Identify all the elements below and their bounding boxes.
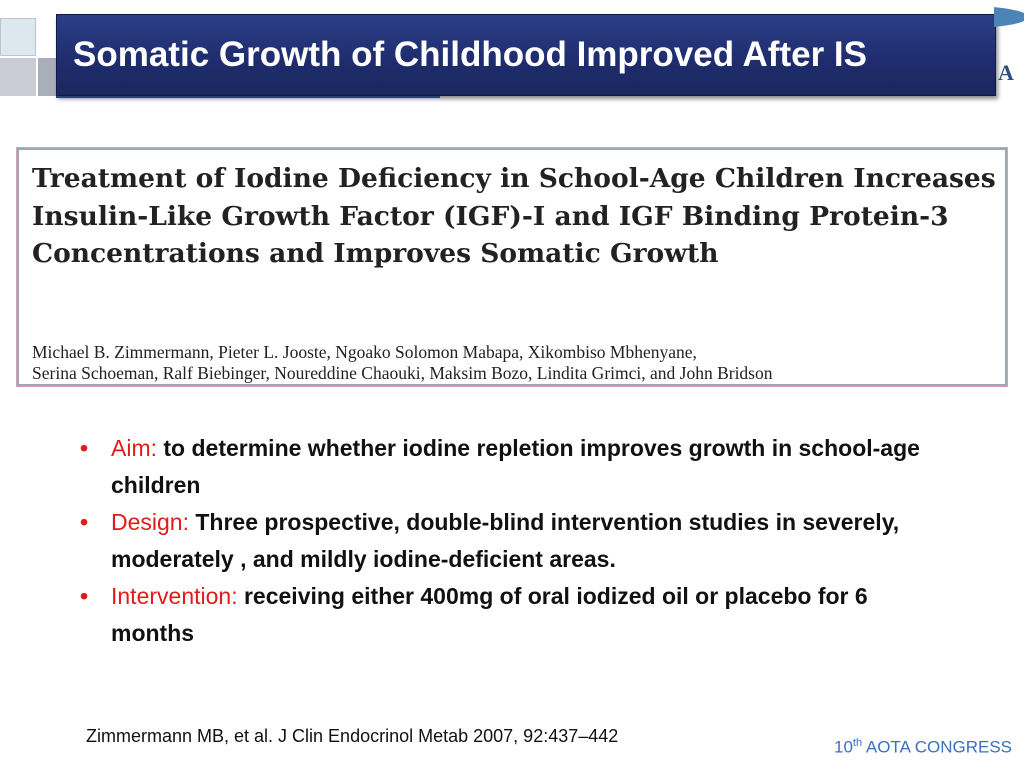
paper-excerpt: Treatment of Iodine Deficiency in School… [16, 147, 1008, 387]
paper-title: Treatment of Iodine Deficiency in School… [32, 163, 996, 269]
bullet-item-design: • Design: Three prospective, double-blin… [80, 504, 930, 578]
paper-authors-line-1: Michael B. Zimmermann, Pieter L. Jooste,… [32, 342, 697, 362]
paper-authors-line-2: Serina Schoeman, Ralf Biebinger, Nouredd… [32, 363, 773, 383]
slide-title: Somatic Growth of Childhood Improved Aft… [73, 35, 867, 74]
logo-mark-icon: A [998, 60, 1014, 85]
decor-square-gray [0, 58, 36, 96]
congress-footer: 10th AOTA CONGRESS [834, 737, 1012, 758]
bullet-icon: • [80, 583, 89, 609]
logo-swoosh-icon [994, 6, 1024, 28]
bullet-text: receiving either 400mg of oral iodized o… [111, 583, 868, 646]
bullet-text: to determine whether iodine repletion im… [111, 435, 920, 498]
decor-square-dark [38, 58, 58, 96]
bullet-item-aim: • Aim: to determine whether iodine reple… [80, 430, 930, 504]
bullet-list: • Aim: to determine whether iodine reple… [80, 430, 930, 652]
congress-name: AOTA CONGRESS [865, 737, 1012, 757]
citation: Zimmermann MB, et al. J Clin Endocrinol … [86, 726, 619, 746]
bullet-label: Intervention: [111, 583, 238, 609]
logo-fragment: A [994, 0, 1024, 96]
bullet-text: Three prospective, double-blind interven… [111, 509, 900, 572]
paper-authors: Michael B. Zimmermann, Pieter L. Jooste,… [32, 342, 998, 384]
title-underline [56, 96, 440, 98]
bullet-label: Design: [111, 509, 189, 535]
bullet-item-intervention: • Intervention: receiving either 400mg o… [80, 578, 930, 652]
title-banner: Somatic Growth of Childhood Improved Aft… [56, 14, 996, 96]
congress-ordinal: th [852, 737, 863, 749]
congress-number: 10 [833, 737, 853, 757]
bullet-label: Aim: [111, 435, 157, 461]
bullet-icon: • [80, 435, 89, 461]
decor-square-light [0, 18, 36, 56]
bullet-icon: • [80, 509, 89, 535]
